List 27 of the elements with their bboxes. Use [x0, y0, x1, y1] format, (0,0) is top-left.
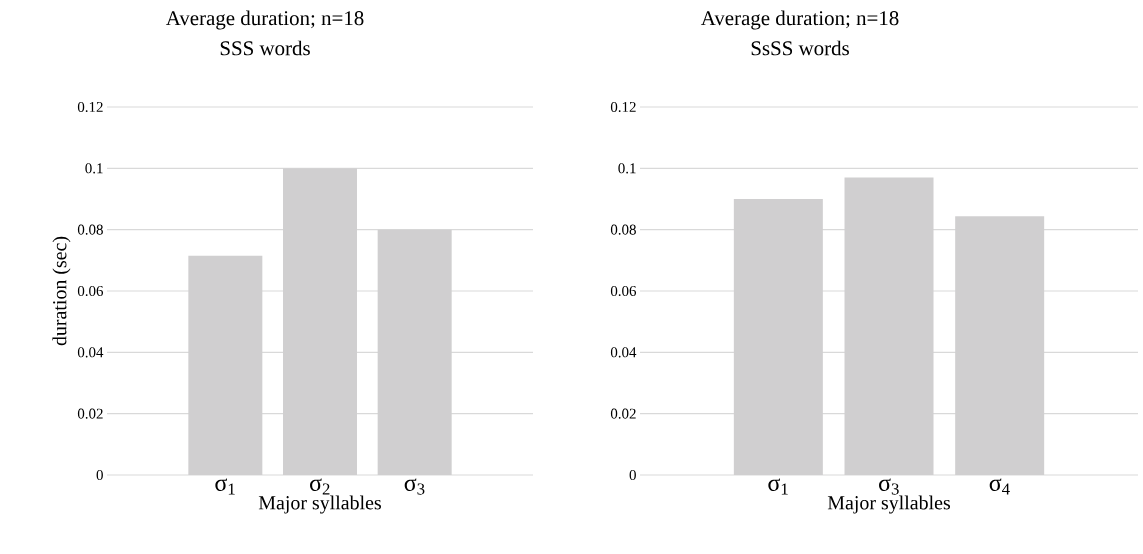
y-tick-label: 0.12 — [77, 101, 103, 113]
chart-subtitle: SSS words — [220, 40, 310, 56]
y-tick-label: 0.1 — [85, 163, 103, 174]
chart-subtitle: SsSS words — [751, 40, 849, 56]
y-tick-label: 0.08 — [610, 224, 636, 235]
y-tick-label: 0.1 — [618, 163, 636, 174]
y-tick-label: 0 — [629, 469, 636, 481]
x-tick-label: σ$_{3}$ — [404, 478, 425, 495]
x-tick-label: σ$_{1}$ — [768, 478, 788, 495]
y-tick-label: 0.12 — [610, 101, 636, 113]
y-tick-label: 0 — [96, 469, 103, 481]
x-tick-label: σ$_{2}$ — [310, 478, 330, 495]
y-tick-label: 0.02 — [77, 408, 103, 419]
x-axis-title: Major syllables — [827, 495, 950, 514]
x-tick-label: σ$_{4}$ — [989, 478, 1010, 495]
y-axis-title: duration (sec) — [52, 236, 71, 346]
y-tick-label: 0.04 — [77, 347, 104, 358]
x-tick-label: σ$_{3}$ — [879, 478, 899, 495]
chart-title: Average duration; n=18 — [165, 10, 364, 30]
y-tick-label: 0.08 — [77, 224, 103, 235]
y-tick-label: 0.06 — [77, 285, 104, 297]
y-tick-label: 0.02 — [610, 408, 636, 419]
y-tick-label: 0.04 — [610, 347, 637, 358]
chart-title: Average duration; n=18 — [700, 10, 899, 30]
x-tick-label: σ$_{1}$ — [215, 478, 235, 495]
x-axis-title: Major syllables — [258, 495, 381, 514]
y-tick-label: 0.06 — [610, 285, 637, 297]
